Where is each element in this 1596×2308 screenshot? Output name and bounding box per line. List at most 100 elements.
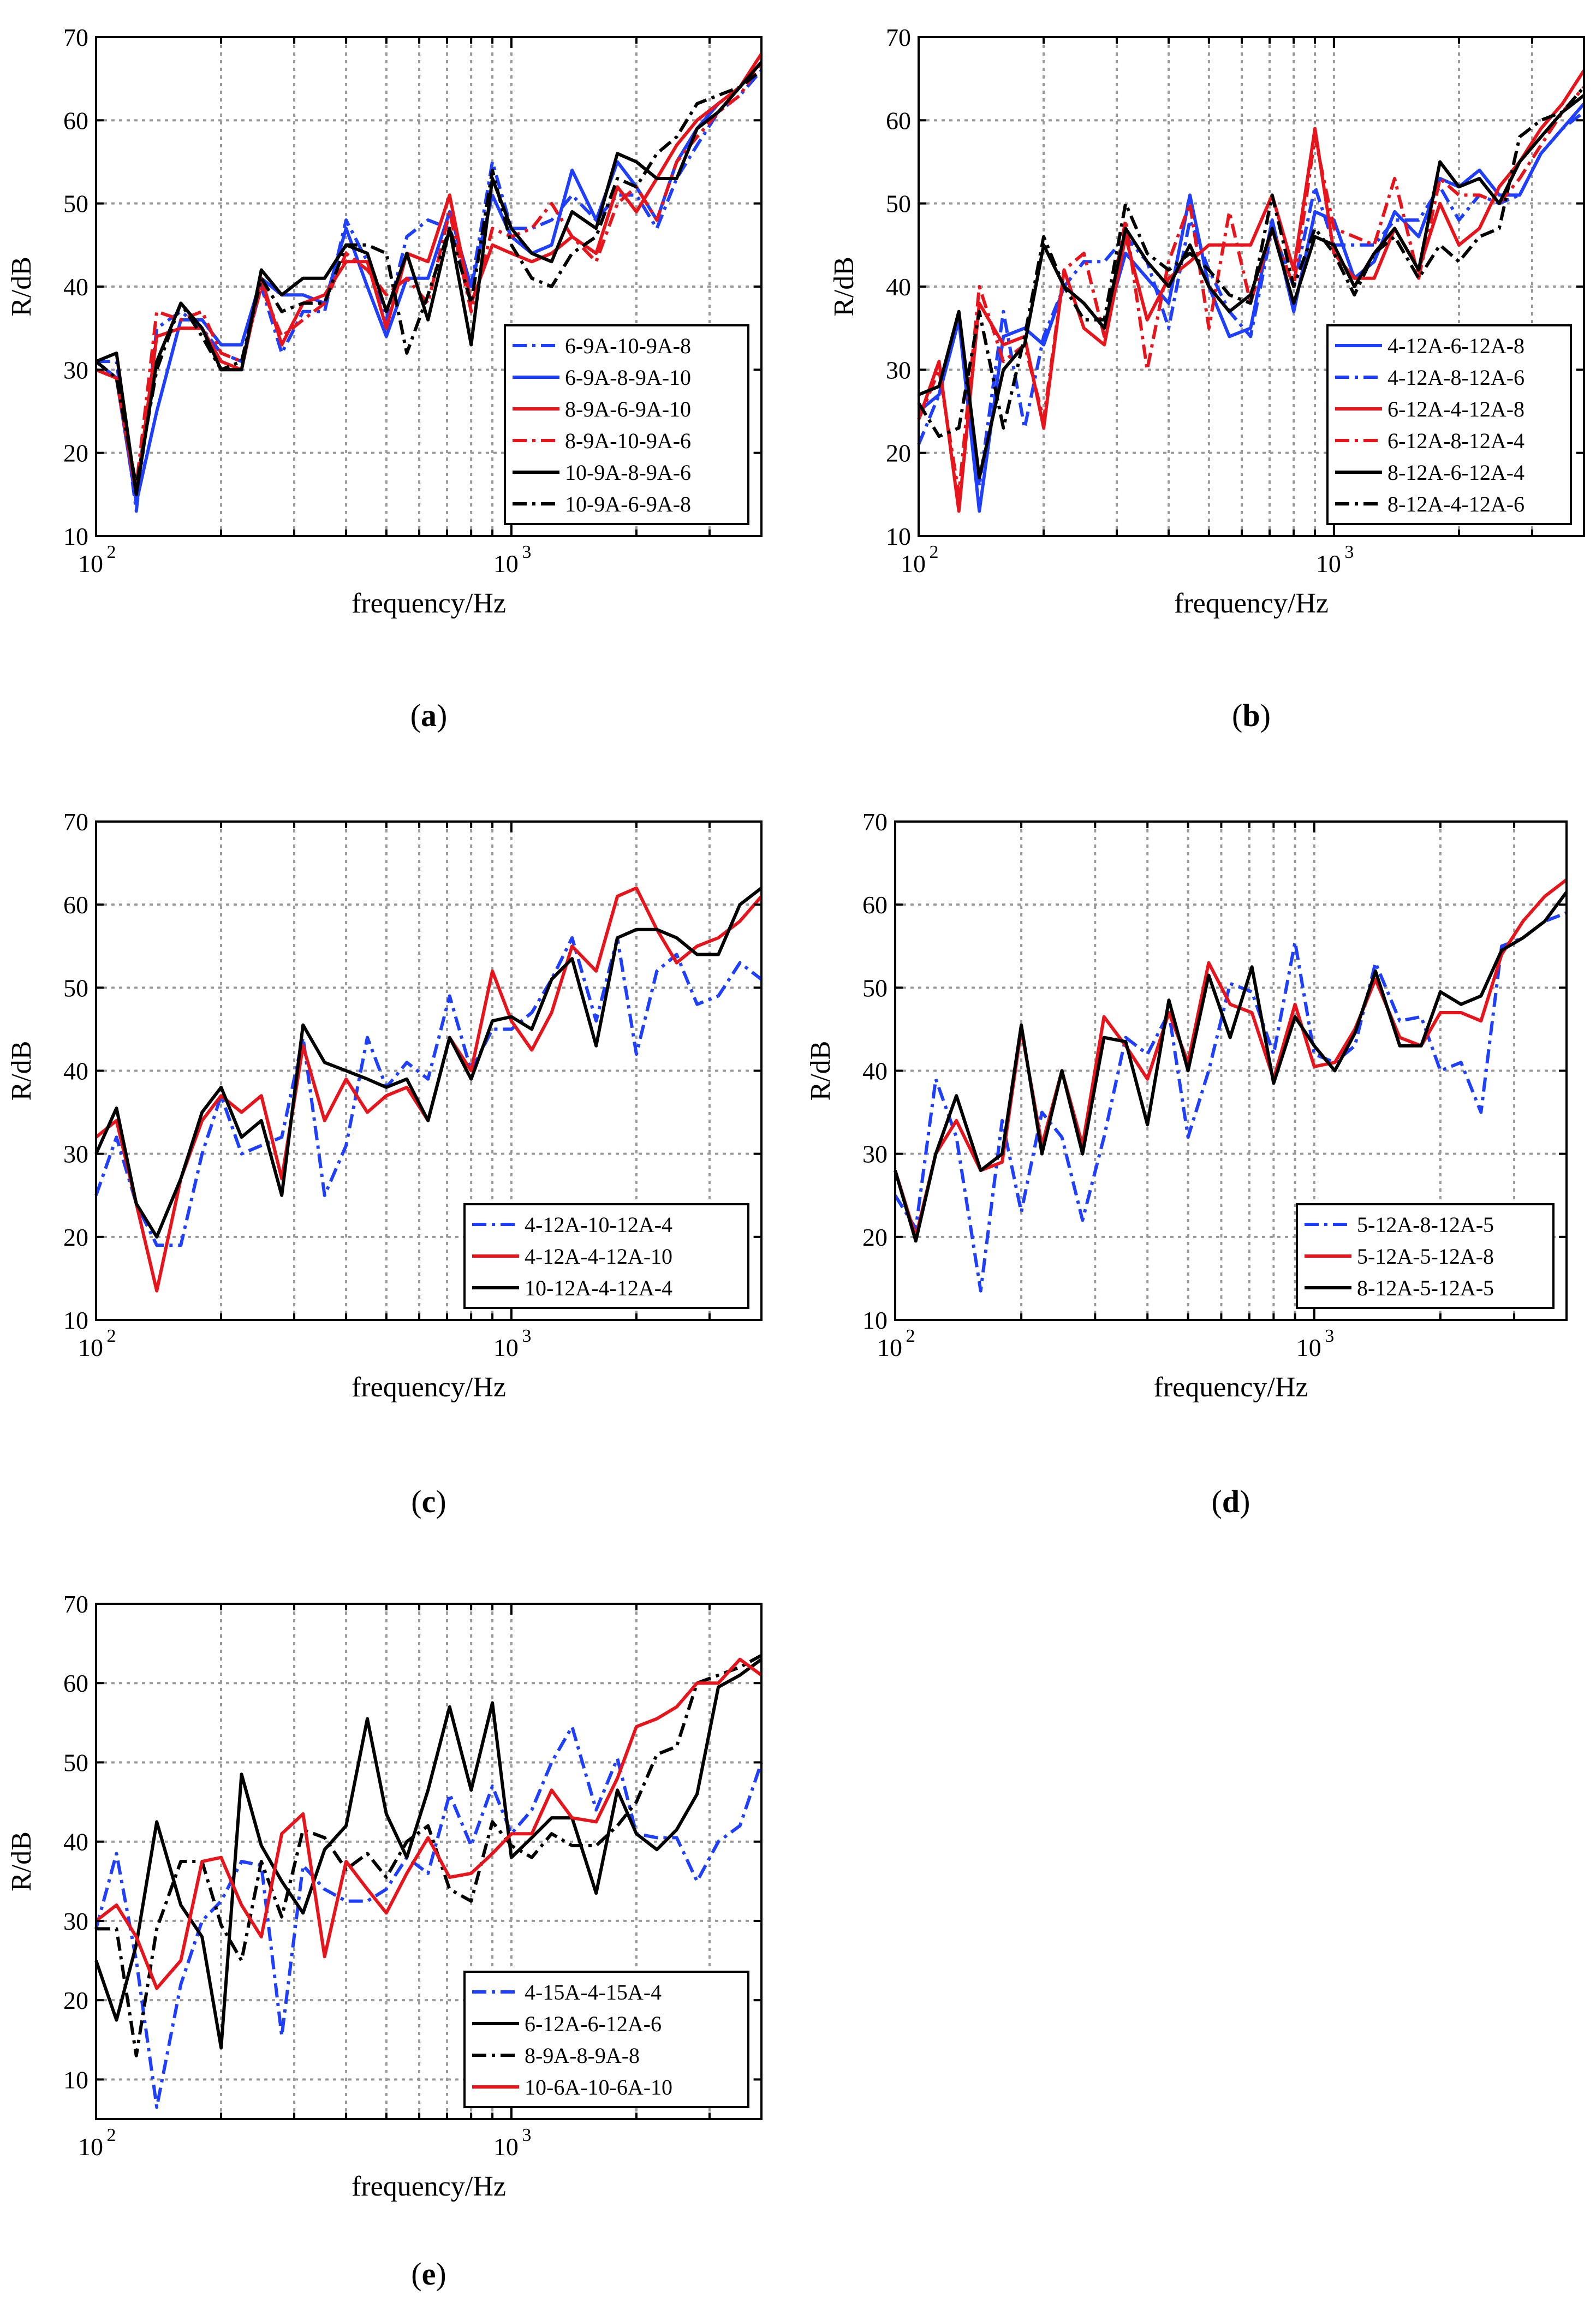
- series-line-10-9A-6-9A-8: [95, 69, 763, 488]
- series-line-4-12A-8-12A-6: [917, 110, 1585, 488]
- y-tick-label: 30: [886, 356, 911, 384]
- legend-entry: 5-12A-8-12A-5: [1357, 1212, 1494, 1237]
- x-tick-label: 10: [877, 1334, 902, 1361]
- y-tick-label: 40: [862, 1057, 888, 1085]
- y-axis-label: R/dB: [6, 257, 37, 317]
- legend-entry: 6-12A-4-12A-8: [1387, 397, 1524, 421]
- y-tick-label: 50: [63, 190, 88, 218]
- x-tick-exponent: 2: [930, 542, 939, 562]
- y-tick-label: 30: [63, 1140, 88, 1168]
- legend-entry: 10-9A-8-9A-6: [565, 460, 691, 485]
- x-tick-label: 10: [1296, 1334, 1321, 1361]
- x-axis-label: frequency/Hz: [1174, 588, 1329, 619]
- x-axis-label: frequency/Hz: [352, 588, 506, 619]
- y-tick-label: 40: [63, 1828, 88, 1856]
- legend-entry: 6-9A-8-9A-10: [565, 365, 691, 390]
- series-line-10-9A-8-9A-6: [95, 61, 763, 496]
- legend-entry: 8-9A-10-9A-6: [565, 429, 691, 453]
- y-tick-label: 40: [63, 1057, 88, 1085]
- legend-entry: 4-12A-4-12A-10: [525, 1244, 672, 1269]
- legend-entry: 10-9A-6-9A-8: [565, 492, 691, 516]
- legend-entry: 4-12A-6-12A-8: [1387, 334, 1524, 358]
- x-axis-label: frequency/Hz: [352, 1372, 506, 1403]
- x-tick-exponent: 3: [522, 2125, 531, 2145]
- y-tick-label: 70: [862, 808, 888, 836]
- x-tick-label: 10: [493, 2133, 519, 2161]
- y-tick-label: 20: [862, 1223, 888, 1251]
- y-tick-label: 10: [886, 522, 911, 550]
- series-line-10-6A-10-6A-10: [95, 1657, 763, 1990]
- y-tick-label: 10: [63, 522, 88, 550]
- y-tick-label: 50: [63, 974, 88, 1002]
- legend-box: [463, 1971, 749, 2108]
- series-line-8-12A-4-12A-6: [917, 86, 1586, 438]
- y-tick-label: 20: [63, 439, 88, 467]
- y-axis-label: R/dB: [6, 1041, 37, 1101]
- y-tick-label: 60: [63, 106, 88, 134]
- y-tick-label: 70: [63, 23, 88, 51]
- x-tick-exponent: 2: [107, 2125, 116, 2145]
- legend-entry: 8-9A-6-9A-10: [565, 397, 691, 421]
- series-line-4-12A-10-12A-4: [94, 936, 763, 1247]
- series-line-10-12A-4-12A-4: [94, 887, 763, 1239]
- x-tick-label: 10: [78, 2133, 103, 2161]
- legend-entry: 5-12A-5-12A-8: [1357, 1244, 1494, 1269]
- legend: 6-9A-10-9A-8 6-9A-8-9A-10 8-9A-6-9A-10 8-9A…: [504, 324, 749, 525]
- y-tick-label: 30: [862, 1140, 888, 1168]
- legend: 4-12A-10-12A-4 4-12A-4-12A-10 10-12A-4-12A…: [463, 1203, 749, 1309]
- series-line-6-12A-8-12A-4: [917, 86, 1586, 496]
- y-tick-label: 30: [63, 356, 88, 384]
- x-tick-label: 10: [78, 1334, 103, 1361]
- legend-entry: 10-12A-4-12A-4: [525, 1276, 672, 1300]
- x-tick-exponent: 3: [1344, 542, 1354, 562]
- y-tick-label: 20: [63, 1223, 88, 1251]
- x-tick-label: 10: [493, 550, 519, 578]
- legend-box: [1326, 324, 1572, 525]
- y-tick-label: 50: [862, 974, 888, 1002]
- x-tick-exponent: 2: [107, 542, 116, 562]
- y-tick-label: 10: [63, 1306, 88, 1334]
- panel-caption-letter: c: [422, 1484, 436, 1519]
- y-tick-label: 70: [886, 23, 911, 51]
- y-tick-label: 70: [63, 1590, 88, 1618]
- x-tick-label: 10: [901, 550, 926, 578]
- series-line-5-12A-8-12A-5: [894, 911, 1568, 1293]
- y-tick-label: 60: [63, 891, 88, 919]
- series-line-6-12A-6-12A-6: [94, 1658, 763, 2050]
- series-line-4-15A-4-15A-4: [94, 1725, 763, 2109]
- x-tick-label: 10: [1316, 550, 1341, 578]
- legend-entry: 8-12A-5-12A-5: [1357, 1276, 1494, 1300]
- legend-entry: 8-12A-6-12A-4: [1387, 460, 1524, 485]
- legend-entry: 8-12A-4-12A-6: [1387, 492, 1524, 516]
- legend-entry: 4-12A-10-12A-4: [525, 1212, 672, 1237]
- y-tick-label: 40: [63, 273, 88, 301]
- y-tick-label: 20: [63, 1986, 88, 2014]
- y-axis-label: R/dB: [6, 1831, 37, 1891]
- series-line-8-9A-10-9A-6: [95, 61, 763, 488]
- legend-entry: 10-6A-10-6A-10: [525, 2075, 672, 2099]
- y-tick-label: 20: [886, 439, 911, 467]
- x-tick-exponent: 3: [1325, 1326, 1334, 1346]
- panel-caption-letter: b: [1242, 698, 1260, 733]
- y-tick-label: 10: [862, 1306, 888, 1334]
- legend: 5-12A-8-12A-5 5-12A-5-12A-8 8-12A-5-12A-5: [1296, 1203, 1555, 1309]
- panel-caption: (e): [411, 2256, 446, 2292]
- legend-entry: 8-9A-8-9A-8: [525, 2043, 640, 2068]
- y-tick-label: 70: [63, 808, 88, 836]
- panel-caption: (b): [1232, 698, 1271, 733]
- panel-caption: (d): [1212, 1484, 1250, 1519]
- legend-entry: 4-15A-4-15A-4: [525, 1980, 662, 2004]
- legend: 4-12A-6-12A-8 4-12A-8-12A-6 6-12A-4-12A-8 6…: [1326, 324, 1572, 525]
- y-axis-label: R/dB: [829, 257, 860, 317]
- x-tick-exponent: 3: [522, 1326, 531, 1346]
- panel-caption: (a): [410, 698, 448, 733]
- series-line-6-9A-10-9A-8: [96, 69, 763, 513]
- panel-caption-letter: e: [422, 2256, 436, 2292]
- series-line-8-9A-8-9A-8: [96, 1653, 763, 2057]
- y-tick-label: 60: [862, 891, 888, 919]
- y-tick-label: 30: [63, 1907, 88, 1935]
